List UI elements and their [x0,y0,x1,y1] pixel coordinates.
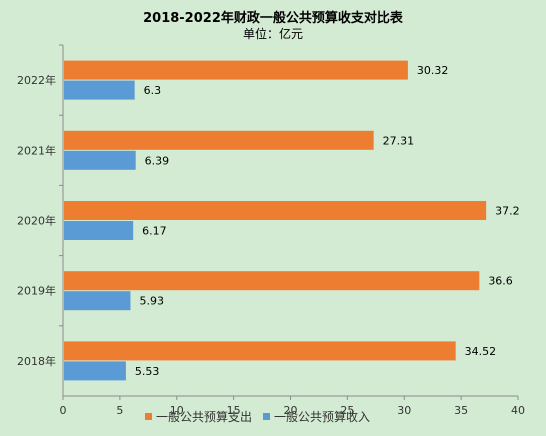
chart-title: 2018-2022年财政一般公共预算收支对比表 [143,10,404,26]
y-tick-label: 2018年 [17,354,56,368]
bar-series-1 [64,150,136,170]
data-label: 30.32 [417,64,449,77]
data-label: 27.31 [383,134,415,147]
legend: 一般公共预算支出 一般公共预算收入 [145,409,370,424]
plot-area: 0 5 10 15 20 25 30 35 40 2022年 30.32 6.3 2021年 27.31 6… [17,44,525,417]
bar-series-0 [64,341,456,361]
chart-subtitle: 单位：亿元 [243,26,303,41]
data-label: 5.93 [139,295,164,308]
legend-label: 一般公共预算支出 [156,409,252,424]
bar-series-1 [64,291,131,311]
legend-label: 一般公共预算收入 [274,409,370,424]
legend-swatch-0 [145,413,152,420]
y-tick-label: 2020年 [17,214,56,228]
x-tick-label: 35 [454,404,468,417]
data-label: 6.3 [144,84,162,97]
bar-series-0 [64,271,480,291]
x-tick-label: 25 [340,404,354,417]
x-tick-label: 20 [284,404,298,417]
y-tick-label: 2022年 [17,73,56,87]
x-tick-label: 30 [397,404,411,417]
bar-series-1 [64,80,135,100]
legend-swatch-1 [263,413,270,420]
bar-series-1 [64,361,126,381]
bar-series-0 [64,60,408,80]
data-label: 37.2 [495,205,520,218]
x-tick-label: 10 [170,404,184,417]
data-label: 6.17 [142,225,167,238]
x-tick-label: 40 [511,404,525,417]
data-label: 6.39 [145,154,170,167]
bar-series-0 [64,201,487,220]
x-tick-label: 0 [60,404,67,417]
data-label: 34.52 [465,345,497,358]
bar-series-0 [64,130,374,150]
bar-series-1 [64,221,134,240]
x-tick-label: 5 [116,404,123,417]
x-tick-label: 15 [227,404,241,417]
y-tick-label: 2019年 [17,284,56,298]
y-tick-label: 2021年 [17,143,56,157]
data-label: 36.6 [488,275,513,288]
data-label: 5.53 [135,365,160,378]
